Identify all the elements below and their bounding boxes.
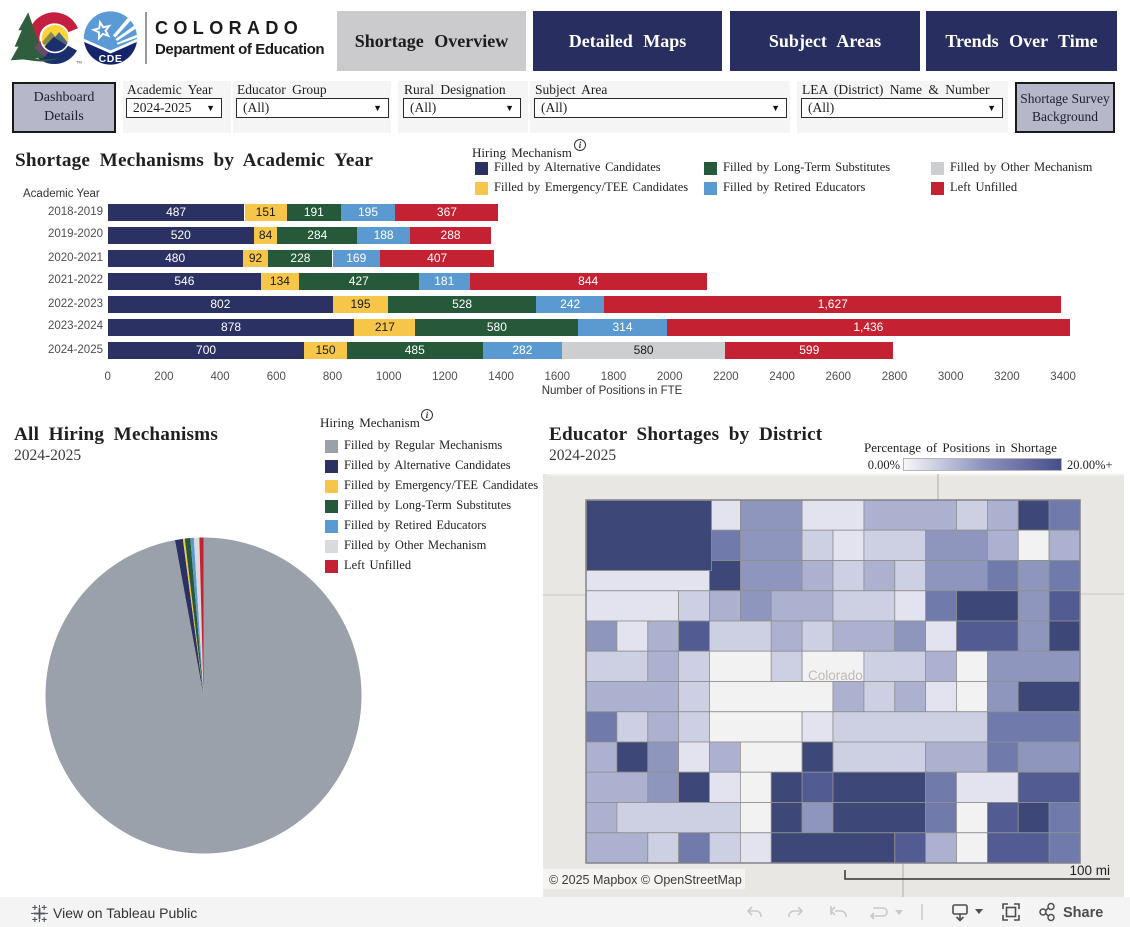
svg-text:© 2025 Mapbox © OpenStreetMap: © 2025 Mapbox © OpenStreetMap <box>549 873 742 887</box>
svg-text:Colorado: Colorado <box>808 668 863 683</box>
svg-text:100 mi: 100 mi <box>1069 863 1110 878</box>
svg-text:CDE: CDE <box>99 53 123 65</box>
svg-text:TM: TM <box>76 60 82 65</box>
svg-text:Share: Share <box>1063 905 1103 921</box>
